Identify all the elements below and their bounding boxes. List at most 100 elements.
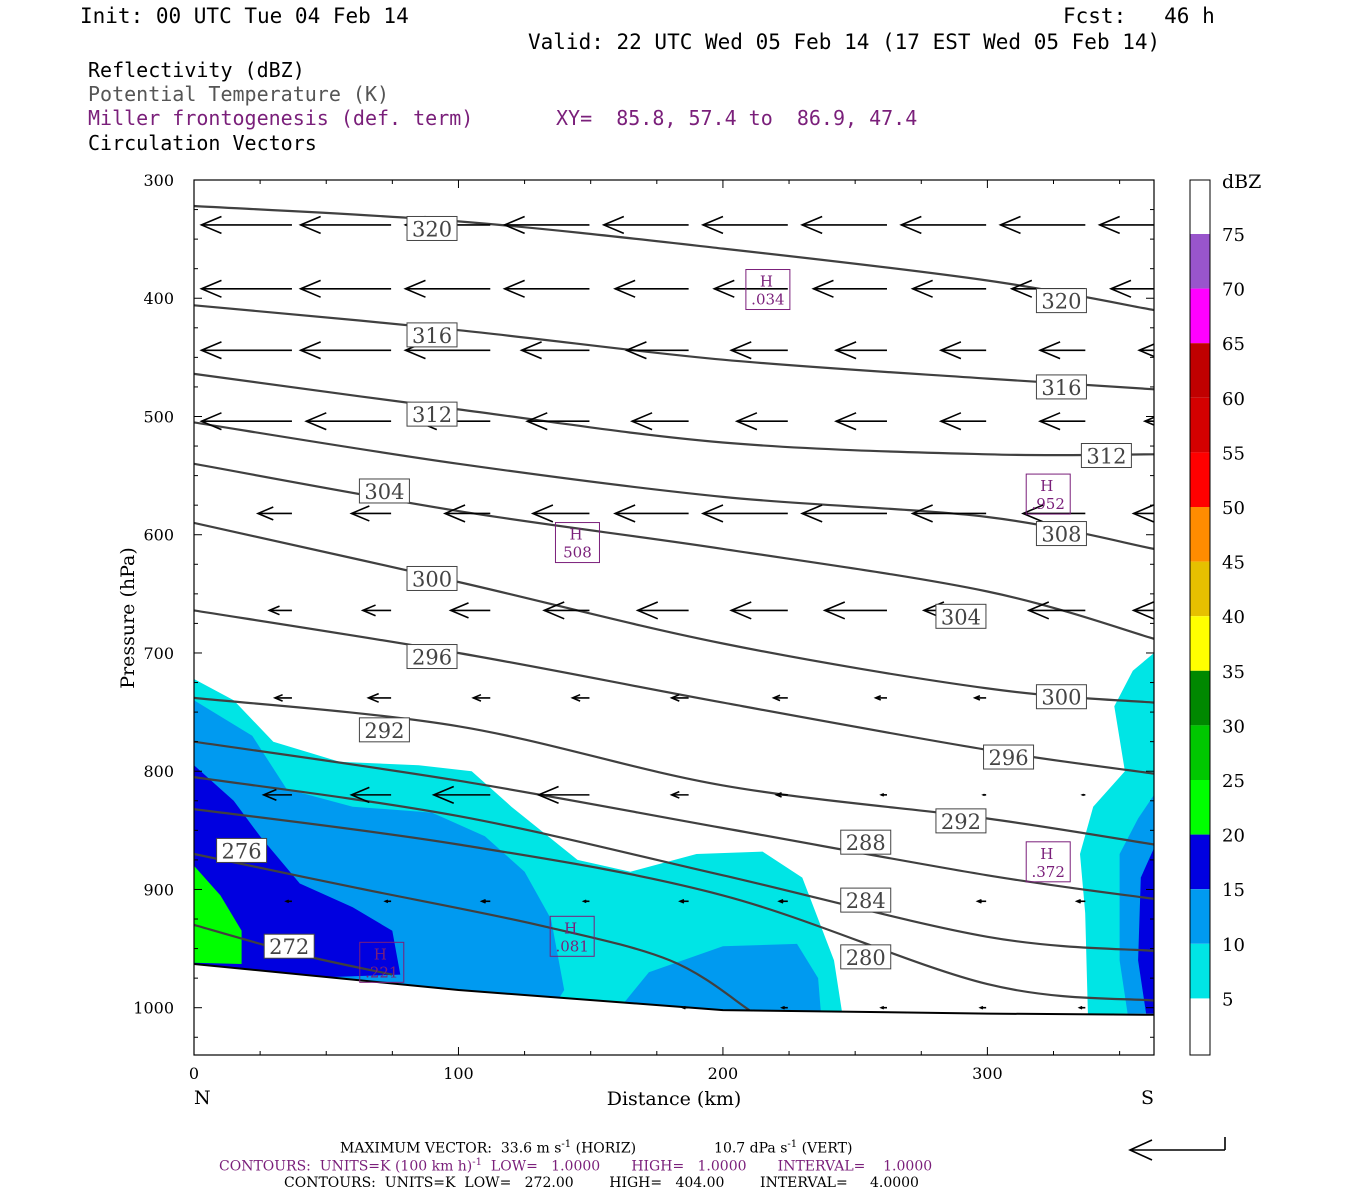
fronto-max-box-3 [1025, 841, 1071, 883]
vector-1-3 [502, 279, 590, 298]
theta-label-box-316-0 [406, 322, 458, 348]
vector-2-8 [1038, 341, 1086, 360]
fronto-max-value-1: .952 [1032, 495, 1065, 513]
vector-6-3 [570, 693, 590, 702]
vector-5-0 [267, 605, 292, 616]
reflectivity-area-2 [617, 943, 821, 1012]
vector-head-0-6 [800, 215, 823, 235]
theta-label-box-300-0 [406, 565, 458, 591]
theta-label-292-0: 292 [364, 719, 404, 743]
fronto-max-box-4 [549, 915, 595, 957]
theta-label-box-300-1 [1035, 684, 1087, 710]
vector-head-6-6 [873, 695, 882, 701]
theta-label-276-0: 276 [222, 839, 262, 863]
y-tick-label-300: 300 [143, 171, 174, 190]
vector-head-4-9 [1131, 504, 1154, 523]
vector-1-4 [613, 279, 689, 298]
fronto-max-box-1 [1025, 473, 1071, 515]
vector-head-1-7 [910, 279, 933, 298]
vector-head-4-8 [1021, 504, 1044, 523]
theta-label-box-292-0 [358, 717, 410, 743]
vector-5-1 [360, 604, 392, 617]
vector-4-9 [1131, 504, 1154, 523]
x-tick-label-300: 300 [972, 1064, 1003, 1083]
colorbar-band-dbz40 [1190, 561, 1210, 617]
vector-7-6 [879, 793, 887, 797]
vector-0-8 [998, 215, 1086, 235]
colorbar-frame [1189, 179, 1211, 1056]
below-ground-mask [194, 964, 1154, 1055]
vector-9-7 [978, 1005, 987, 1010]
vector-head-5-8 [1026, 601, 1050, 620]
vector-9-8 [1077, 1005, 1086, 1010]
vector-6-2 [471, 693, 491, 702]
fronto-max-box-2 [554, 522, 600, 564]
vector-2-0 [199, 341, 292, 360]
circulation-vectors [199, 215, 1178, 1010]
vector-7-2 [431, 785, 491, 805]
colorbar-label-65: 65 [1222, 334, 1245, 355]
theta-contour-292 [194, 696, 1154, 846]
theta-label-320-1: 320 [1041, 290, 1081, 314]
theta-label-300-1: 300 [1041, 686, 1081, 710]
vector-head-6-9 [1173, 696, 1178, 700]
vector-head-1-0 [199, 279, 222, 298]
colorbar-band-dbz55 [1190, 397, 1210, 453]
vector-head-0-9 [1097, 215, 1120, 235]
theta-label-box-312-0 [406, 401, 458, 427]
vector-head-6-4 [669, 693, 680, 702]
theta-contour-288 [194, 740, 1154, 900]
vector-head-3-5 [734, 412, 758, 431]
vector-4-8 [1021, 504, 1086, 523]
vector-5-5 [729, 601, 788, 620]
vector-head-0-8 [998, 215, 1021, 235]
theta-label-308-0: 308 [1041, 523, 1081, 547]
vector-8-8 [1074, 898, 1086, 904]
axes: 300 400 500 600 700 800 900 1000 0 100 200 300 [133, 171, 1154, 1083]
colorbar-label-40: 40 [1222, 607, 1245, 628]
vector-head-0-4 [601, 215, 625, 235]
vector-0-9 [1097, 215, 1154, 235]
vector-head-2-8 [1038, 341, 1061, 360]
theta-label-304-1: 304 [941, 605, 981, 629]
vector-7-0 [261, 788, 292, 801]
theta-label-box-316-1 [1035, 374, 1087, 400]
theta-contour-280 [194, 808, 1154, 1002]
vector-3-4 [630, 412, 689, 431]
vector-0-1 [298, 215, 392, 235]
fronto-max-label-4: H [564, 919, 577, 937]
vector-head-3-7 [938, 412, 962, 431]
vector-1-7 [910, 279, 987, 298]
vector-0-7 [899, 215, 987, 235]
vector-head-5-6 [822, 601, 846, 620]
vector-head-8-1 [383, 899, 389, 904]
colorbar-label-25: 25 [1222, 771, 1245, 792]
fronto-max-box-0 [745, 269, 791, 311]
theta-label-box-320-0 [406, 215, 458, 241]
vector-6-4 [669, 693, 689, 702]
x-tick-label-0: 0 [189, 1064, 199, 1083]
reflectivity-area-4 [194, 865, 242, 964]
plot-frame [193, 179, 1155, 1056]
vector-0-6 [800, 215, 887, 235]
vector-8-4 [678, 898, 689, 904]
vector-head-2-5 [729, 341, 752, 360]
vector-3-7 [938, 412, 987, 431]
vector-2-9 [1137, 343, 1154, 358]
colorbar-band-dbz10 [1190, 889, 1210, 944]
colorbar-band-dbz5 [1190, 943, 1210, 999]
vector-4-5 [700, 504, 788, 523]
colorbar-band-dbz20 [1190, 780, 1210, 835]
colorbar-title: dBZ [1222, 171, 1261, 193]
theta-label-box-276-0 [216, 837, 268, 863]
vector-2-4 [624, 341, 689, 360]
vector-head-4-7 [910, 504, 933, 523]
fronto-max-box-5 [359, 941, 405, 983]
reference-vector [1128, 1137, 1226, 1161]
colorbar-label-15: 15 [1222, 880, 1245, 901]
vector-1-6 [811, 279, 887, 298]
vector-8-3 [581, 899, 590, 904]
theta-contour-304 [194, 462, 1154, 640]
fronto-max-label-1: H [1040, 477, 1053, 495]
vector-0-3 [502, 215, 590, 235]
